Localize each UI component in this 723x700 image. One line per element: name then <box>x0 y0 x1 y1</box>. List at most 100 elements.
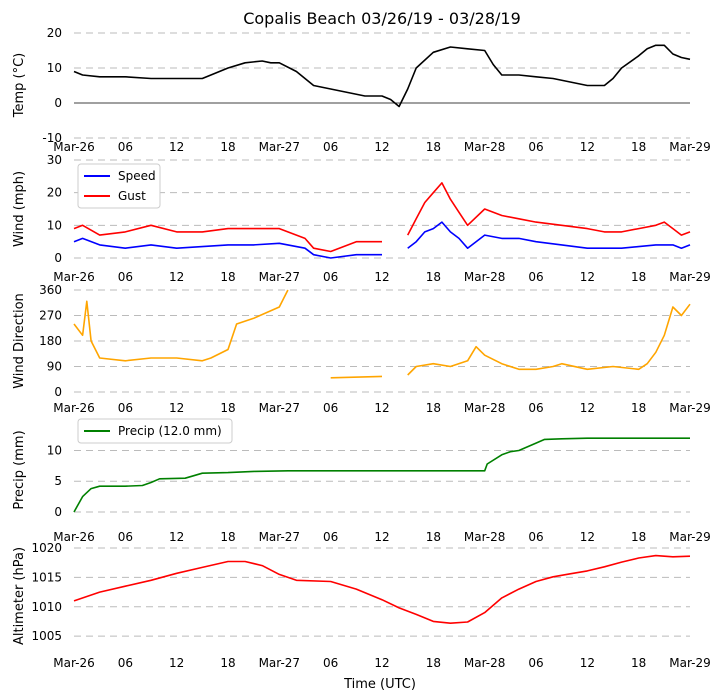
wind-x-tick-label: 06 <box>323 270 338 284</box>
alt-y-tick-label: 1005 <box>31 629 62 643</box>
alt-y-tick-label: 1015 <box>31 570 62 584</box>
temp-x-tick-label: 18 <box>220 140 235 154</box>
dir-x-tick-label: Mar-26 <box>53 401 94 415</box>
temp-x-tick-label: Mar-27 <box>259 140 300 154</box>
dir-series-direction <box>73 289 289 362</box>
temp-x-tick-label: Mar-29 <box>669 140 710 154</box>
dir-y-tick-label: 90 <box>47 360 62 374</box>
temp-y-axis-label: Temp (°C) <box>12 53 27 119</box>
temp-x-tick-label: Mar-28 <box>464 140 505 154</box>
temp-x-tick-label: 12 <box>169 140 184 154</box>
dir-x-tick-label: 12 <box>169 401 184 415</box>
chart-title: Copalis Beach 03/26/19 - 03/28/19 <box>243 9 521 28</box>
temp-x-tick-label: 12 <box>580 140 595 154</box>
temp-y-tick-label: 10 <box>47 61 62 75</box>
temp-x-tick-label: 06 <box>528 140 543 154</box>
dir-y-tick-label: 0 <box>54 385 62 399</box>
wind-x-tick-label: 12 <box>169 270 184 284</box>
alt-y-tick-label: 1020 <box>31 541 62 555</box>
wind-x-tick-label: 18 <box>631 270 646 284</box>
wind-x-tick-label: 18 <box>220 270 235 284</box>
precip-y-axis-label: Precip (mm) <box>12 430 27 509</box>
dir-x-tick-label: 06 <box>323 401 338 415</box>
alt-x-tick-label: 06 <box>323 656 338 670</box>
precip-x-tick-label: 18 <box>631 530 646 544</box>
wind-legend-label: Speed <box>118 169 156 183</box>
wind-x-tick-label: Mar-28 <box>464 270 505 284</box>
temp-x-tick-label: 18 <box>426 140 441 154</box>
wind-y-tick-label: 30 <box>47 153 62 167</box>
precip-x-tick-label: 06 <box>118 530 133 544</box>
temp-y-tick-label: 0 <box>54 96 62 110</box>
wind-y-tick-label: 0 <box>54 251 62 265</box>
temp-x-tick-label: 12 <box>374 140 389 154</box>
precip-x-tick-label: Mar-29 <box>669 530 710 544</box>
dir-x-tick-label: Mar-28 <box>464 401 505 415</box>
alt-x-tick-label: Mar-27 <box>259 656 300 670</box>
dir-x-tick-label: 12 <box>580 401 595 415</box>
alt-x-tick-label: Mar-29 <box>669 656 710 670</box>
temp-panel: -10 0 10 20 Temp (°C) Mar-26 06 12 18 Mar-27 06 12 1… <box>12 26 711 154</box>
alt-panel: 1005 1010 1015 1020 Altimeter (hPa) Mar-26 06 1… <box>12 541 711 670</box>
precip-legend-box <box>77 418 233 444</box>
temp-y-tick-label: -10 <box>42 131 62 145</box>
precip-legend-label: Precip (12.0 mm) <box>118 424 222 438</box>
alt-x-tick-label: 06 <box>528 656 543 670</box>
dir-y-tick-label: 270 <box>39 309 62 323</box>
alt-x-tick-label: 12 <box>169 656 184 670</box>
wind-x-tick-label: Mar-26 <box>53 270 94 284</box>
dir-x-tick-label: 12 <box>374 401 389 415</box>
wind-x-tick-label: Mar-27 <box>259 270 300 284</box>
wind-legend-label: Gust <box>118 189 146 203</box>
wind-x-tick-label: Mar-29 <box>669 270 710 284</box>
precip-x-tick-label: 18 <box>220 530 235 544</box>
precip-x-tick-label: 18 <box>426 530 441 544</box>
alt-x-tick-label: Mar-28 <box>464 656 505 670</box>
dir-y-tick-label: 180 <box>39 334 62 348</box>
alt-x-tick-label: 06 <box>118 656 133 670</box>
alt-x-tick-label: 12 <box>374 656 389 670</box>
dir-x-tick-label: 06 <box>118 401 133 415</box>
alt-x-tick-label: 18 <box>426 656 441 670</box>
precip-y-tick-label: 10 <box>47 443 62 457</box>
precip-y-tick-label: 5 <box>54 474 62 488</box>
dir-series-direction <box>330 375 383 379</box>
dir-panel: 0 90 180 270 360 Wind Direction Mar-26 06 12 18 Ma… <box>12 283 711 415</box>
alt-x-tick-label: 12 <box>580 656 595 670</box>
wind-y-axis-label: Wind (mph) <box>12 171 27 247</box>
wind-legend: Speed Gust <box>77 163 161 209</box>
dir-x-tick-label: 06 <box>528 401 543 415</box>
precip-y-tick-label: 0 <box>54 505 62 519</box>
dir-x-tick-label: Mar-29 <box>669 401 710 415</box>
dir-series-direction <box>407 303 691 376</box>
wind-series-gust <box>406 182 691 236</box>
alt-series-altimeter <box>73 554 691 625</box>
temp-x-tick-label: Mar-26 <box>53 140 94 154</box>
wind-series-speed <box>407 221 691 249</box>
wind-x-tick-label: 12 <box>374 270 389 284</box>
alt-x-tick-label: 18 <box>220 656 235 670</box>
precip-x-tick-label: 12 <box>374 530 389 544</box>
dir-x-tick-label: 18 <box>426 401 441 415</box>
alt-y-tick-label: 1010 <box>31 600 62 614</box>
dir-x-tick-label: 18 <box>631 401 646 415</box>
x-axis-label: Time (UTC) <box>343 677 416 692</box>
alt-x-tick-label: 18 <box>631 656 646 670</box>
alt-x-tick-label: Mar-26 <box>53 656 94 670</box>
temp-y-tick-label: 20 <box>47 26 62 40</box>
precip-x-tick-label: 06 <box>528 530 543 544</box>
dir-y-axis-label: Wind Direction <box>12 293 27 389</box>
wind-x-tick-label: 18 <box>426 270 441 284</box>
temp-x-tick-label: 06 <box>118 140 133 154</box>
temp-x-tick-label: 06 <box>323 140 338 154</box>
precip-x-tick-label: Mar-26 <box>53 530 94 544</box>
precip-x-tick-label: Mar-27 <box>259 530 300 544</box>
wind-y-tick-label: 20 <box>47 186 62 200</box>
alt-y-axis-label: Altimeter (hPa) <box>12 547 27 645</box>
temp-x-tick-label: 18 <box>631 140 646 154</box>
wind-series-speed <box>73 237 382 259</box>
precip-x-tick-label: 12 <box>169 530 184 544</box>
precip-panel: 0 5 10 Precip (mm) Mar-26 06 12 18 Mar-27 06 12 18 M… <box>12 418 711 544</box>
wind-x-tick-label: 12 <box>580 270 595 284</box>
